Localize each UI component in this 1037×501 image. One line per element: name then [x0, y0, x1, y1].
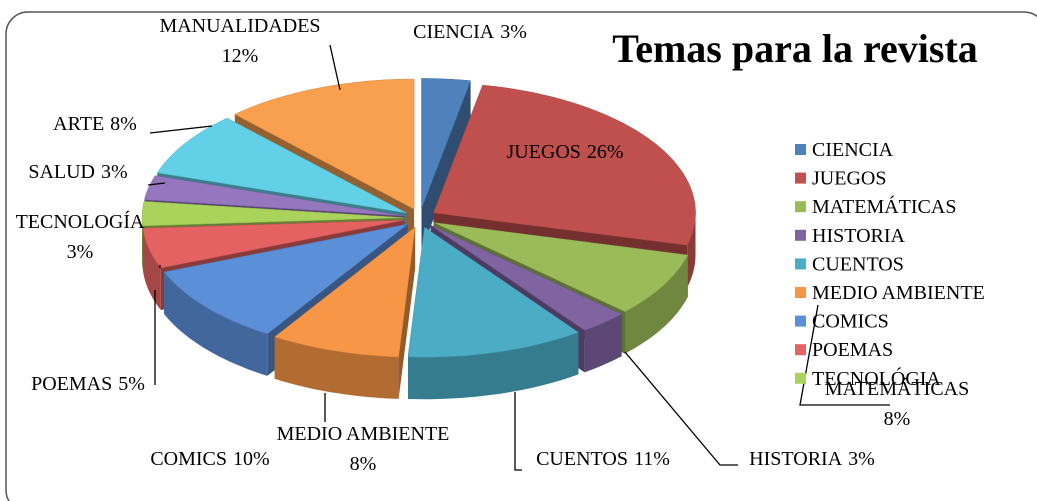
labels: CIENCIA 3%JUEGOS 26%MATEMÁTICAS 8%HISTORIA 3… [16, 15, 970, 475]
slice-wall [408, 332, 579, 400]
label-category: SALUD [28, 161, 95, 183]
slice [156, 117, 407, 214]
data-label: MATEMÁTICAS 8% [825, 377, 969, 430]
label-value: 3% [101, 161, 128, 183]
leader-line [624, 351, 738, 466]
slice [234, 78, 415, 210]
legend-label: JUEGOS [812, 168, 886, 190]
legend-label: HISTORIA [812, 225, 906, 247]
label-value: 5% [118, 373, 145, 395]
slice [433, 84, 696, 246]
label-category: MEDIO AMBIENTE [277, 423, 450, 445]
legend-label: CUENTOS [812, 253, 904, 275]
pie [141, 78, 696, 400]
label-category: COMICS [150, 448, 227, 470]
legend-swatch [795, 344, 806, 356]
legend-swatch [795, 144, 806, 155]
data-label: MEDIO AMBIENTE 8% [277, 423, 450, 475]
label-value: 26% [587, 141, 624, 163]
legend: CIENCIA JUEGOS MATEMÁTICAS HISTORIA CUENTOS M… [795, 139, 985, 390]
legend-label: CIENCIA [812, 139, 894, 161]
slice-wall [142, 217, 143, 268]
label-value: 11% [634, 448, 670, 470]
slice-wall [625, 255, 688, 354]
slice [144, 175, 405, 217]
legend-label: MATEMÁTICAS [812, 195, 956, 218]
data-label: MANUALIDADES 12% [159, 15, 320, 67]
slice-wall [687, 212, 696, 288]
slice [433, 222, 689, 312]
slice [274, 226, 416, 358]
label-value: 8% [110, 113, 137, 135]
slice-side [421, 80, 471, 251]
data-label: JUEGOS 26% [506, 141, 623, 163]
label-category: POEMAS [31, 373, 112, 395]
label-value: 10% [233, 448, 270, 470]
label-category: ARTE [53, 113, 104, 135]
data-label: POEMAS 5% [31, 373, 145, 395]
leader-line [149, 125, 213, 134]
label-category: JUEGOS [506, 141, 580, 163]
leader-line [147, 182, 166, 186]
data-label: HISTORIA 3% [749, 448, 875, 470]
legend-swatch [795, 287, 806, 298]
label-value: 8% [884, 408, 911, 430]
slice-wall [274, 336, 399, 399]
slice [421, 78, 471, 209]
slice-wall [142, 228, 161, 310]
legend-label: POEMAS [812, 339, 893, 361]
slice-wall [584, 314, 622, 373]
data-label: CUENTOS 11% [536, 448, 670, 470]
label-value: 12% [222, 45, 259, 67]
data-label: COMICS 10% [150, 448, 269, 470]
legend-swatch [795, 172, 806, 184]
label-category: HISTORIA [749, 448, 843, 470]
slice-wall [164, 272, 268, 376]
leader-line [329, 44, 341, 91]
slice [142, 219, 405, 269]
legend-swatch [795, 229, 806, 241]
slice [141, 201, 405, 227]
label-category: MATEMÁTICAS [825, 377, 969, 400]
label-value: 8% [350, 453, 377, 475]
leader-line [799, 304, 890, 406]
frame [5, 11, 1037, 501]
data-label: ARTE 8% [53, 113, 137, 135]
label-category: TECNOLOGÍA [16, 210, 145, 233]
label-category: CUENTOS [536, 448, 628, 470]
data-label: CIENCIA 3% [413, 21, 527, 43]
slice [407, 226, 580, 358]
legend-label: COMICS [812, 311, 889, 333]
legend-swatch [795, 201, 806, 213]
chart-title: Temas para la revista [612, 26, 978, 71]
leader-line [514, 392, 522, 471]
legend-swatch [795, 372, 806, 384]
label-category: CIENCIA [413, 21, 495, 43]
label-value: 3% [67, 241, 94, 263]
data-label: TECNOLOGÍA 3% [16, 210, 145, 263]
legend-swatch [795, 315, 806, 327]
slice [430, 224, 623, 331]
data-label: SALUD 3% [28, 161, 127, 183]
legend-swatch [795, 258, 806, 270]
label-value: 3% [500, 21, 527, 43]
legend-label: TECNOLÓGIA [812, 366, 941, 390]
slice [163, 223, 408, 335]
label-value: 3% [848, 448, 875, 470]
legend-label: MEDIO AMBIENTE [812, 282, 985, 304]
label-category: MANUALIDADES [159, 15, 320, 37]
